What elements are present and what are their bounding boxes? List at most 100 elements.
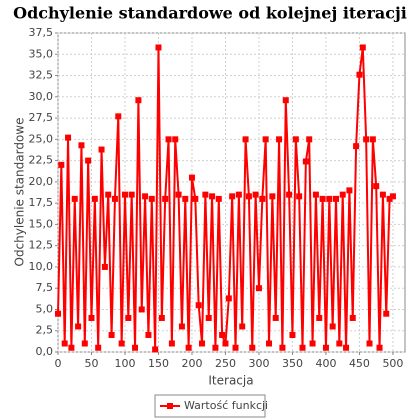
point-marker [329,323,336,330]
point-marker [185,344,192,351]
point-marker [98,146,105,153]
point-marker [101,263,108,270]
point-marker [259,195,266,202]
point-marker [336,340,343,347]
point-marker [188,174,195,181]
point-marker [175,191,182,198]
y-tick-label: 15,0 [29,217,54,230]
point-marker [322,344,329,351]
x-tick-label: 250 [215,357,236,370]
x-tick-label: 300 [248,357,269,370]
x-tick-label: 50 [84,357,98,370]
point-marker [296,193,303,200]
point-marker [386,195,393,202]
point-marker [205,314,212,321]
point-marker [316,314,323,321]
point-marker [333,195,340,202]
point-marker [68,344,75,351]
point-marker [389,193,396,200]
point-marker [252,191,259,198]
point-marker [379,191,386,198]
point-marker [78,142,85,149]
point-marker [165,136,172,143]
point-marker [135,97,142,104]
point-marker [235,191,242,198]
point-marker [192,195,199,202]
x-tick-label: 450 [349,357,370,370]
point-marker [346,187,353,194]
point-marker [309,340,316,347]
point-marker [363,136,370,143]
point-marker [88,314,95,321]
y-tick-label: 22,5 [29,154,54,167]
y-tick-label: 32,5 [29,69,54,82]
point-marker [202,191,209,198]
point-marker [369,136,376,143]
point-marker [255,285,262,292]
point-marker [279,344,286,351]
point-marker [95,344,102,351]
y-tick-label: 25,0 [29,132,54,145]
point-marker [182,195,189,202]
point-marker [155,44,162,51]
y-axis-label: Odchylenie standardowe [13,118,27,267]
point-marker [65,134,72,141]
point-marker [376,344,383,351]
point-marker [292,136,299,143]
point-marker [105,191,112,198]
point-marker [359,44,366,51]
point-marker [373,183,380,190]
point-marker [81,340,88,347]
point-marker [343,344,350,351]
y-tick-label: 37,5 [29,26,54,39]
y-tick-label: 0,0 [36,345,54,358]
x-tick-label: 350 [282,357,303,370]
point-marker [212,344,219,351]
point-marker [356,71,363,78]
x-tick-label: 500 [382,357,403,370]
point-marker [142,193,149,200]
point-marker [168,340,175,347]
y-tick-label: 30,0 [29,90,54,103]
point-marker [125,314,132,321]
point-marker [306,136,313,143]
y-tick-label: 35,0 [29,47,54,60]
point-marker [71,195,78,202]
point-marker [118,340,125,347]
point-marker [61,340,68,347]
point-marker [111,195,118,202]
point-marker [249,344,256,351]
point-marker [115,113,122,120]
x-tick-label: 150 [148,357,169,370]
point-marker [262,136,269,143]
x-axis-label: Iteracja [208,374,253,388]
point-marker [269,193,276,200]
point-marker [353,143,360,150]
point-marker [282,97,289,104]
point-marker [215,195,222,202]
point-marker [219,331,226,338]
point-marker [276,136,283,143]
point-marker [199,340,206,347]
point-marker [222,340,229,347]
point-marker [229,193,236,200]
point-marker [158,314,165,321]
point-marker [383,310,390,317]
y-tick-label: 10,0 [29,260,54,273]
x-tick-label: 200 [181,357,202,370]
y-tick-label: 12,5 [29,239,54,252]
point-marker [242,136,249,143]
point-marker [299,344,306,351]
point-marker [91,195,98,202]
point-marker [128,191,135,198]
point-marker [75,323,82,330]
point-marker [178,323,185,330]
point-marker [132,344,139,351]
point-marker [272,314,279,321]
point-marker [162,195,169,202]
y-tick-label: 5,0 [36,302,54,315]
point-marker [302,158,309,165]
legend-marker [167,403,173,409]
point-marker [349,314,356,321]
